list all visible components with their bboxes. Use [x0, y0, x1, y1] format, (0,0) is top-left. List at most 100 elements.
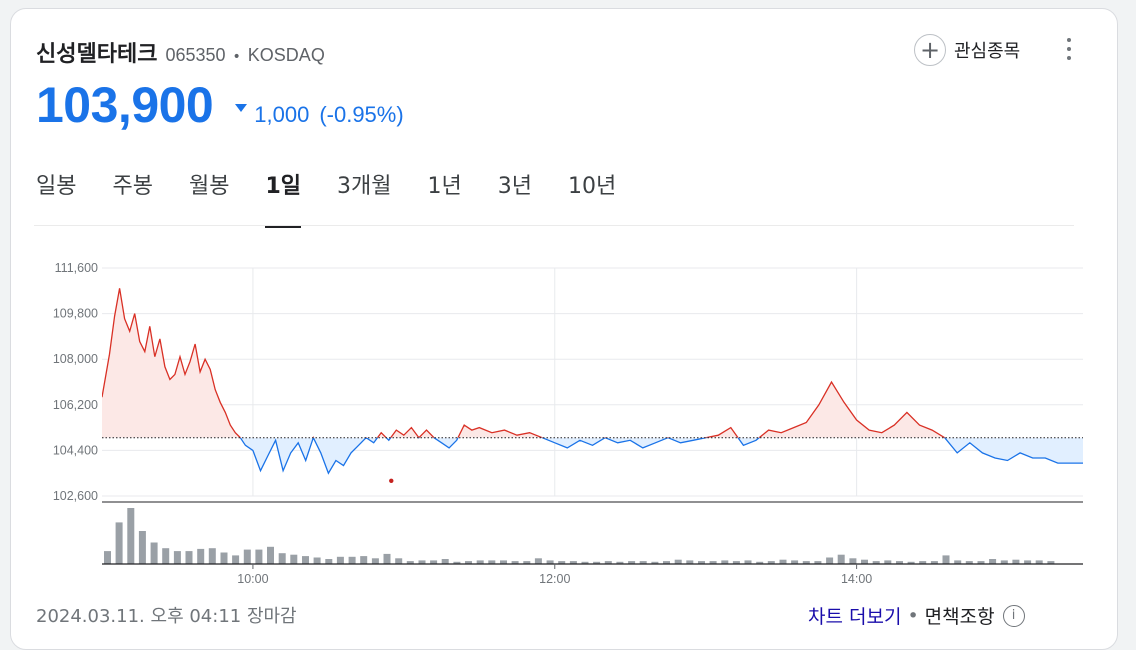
volume-bar: [197, 548, 205, 564]
volume-bar: [173, 551, 181, 564]
volume-bar: [919, 561, 927, 564]
volume-bar: [779, 559, 787, 564]
volume-bar: [639, 561, 647, 564]
down-area-fill: [240, 437, 1083, 474]
volume-bar: [604, 561, 612, 564]
volume-bar: [138, 531, 146, 564]
volume-bar: [348, 556, 356, 564]
volume-bar: [977, 561, 985, 564]
volume-bar: [884, 560, 892, 564]
volume-bar: [721, 560, 729, 564]
volume-bar: [593, 561, 601, 564]
volume-bar: [220, 552, 228, 564]
down-arrow-icon: [235, 104, 248, 112]
volume-bar: [208, 548, 216, 564]
volume-bar: [826, 557, 834, 564]
watchlist-label: 관심종목: [954, 41, 1021, 62]
price-chart[interactable]: 111,600 109,800 108,000 106,200 104,400 102,6…: [0, 0, 1136, 625]
volume-bar: [569, 561, 577, 564]
volume-bar: [360, 556, 368, 564]
volume-bar: [465, 561, 472, 564]
volume-bar: [663, 561, 670, 564]
watchlist-button[interactable]: + 관심종목: [914, 34, 1020, 66]
tab-1-day[interactable]: 1일: [265, 168, 301, 228]
volume-bar: [674, 559, 682, 564]
tab-daily-candle[interactable]: 일봉: [36, 174, 77, 199]
tab-monthly-candle[interactable]: 월봉: [188, 174, 230, 199]
plus-icon: +: [914, 34, 946, 66]
event-marker: [389, 478, 394, 483]
volume-bar: [500, 560, 507, 564]
volume-bar: [302, 556, 309, 564]
volume-bar: [989, 559, 997, 564]
volume-bar: [861, 559, 868, 564]
stock-card: [10, 8, 1118, 650]
volume-bar: [907, 561, 915, 564]
volume-bar: [558, 561, 566, 564]
volume-bar: [896, 561, 903, 564]
volume-bar: [150, 542, 158, 564]
volume-bar: [104, 551, 111, 564]
stock-name: 신성델타테크: [36, 42, 158, 67]
volume-bar: [255, 549, 263, 564]
volume-bar: [767, 561, 775, 564]
volume-bar: [709, 561, 717, 564]
volume-bar: [232, 555, 240, 564]
volume-bar: [581, 561, 589, 564]
volume-bar: [267, 546, 274, 564]
tab-1-year[interactable]: 1년: [427, 174, 462, 199]
volume-bar: [406, 561, 414, 564]
volume-bar: [698, 561, 705, 564]
volume-bar: [534, 558, 542, 564]
tab-10-years[interactable]: 10년: [568, 174, 617, 199]
disclaimer-link[interactable]: 면책조항: [924, 606, 995, 628]
market-timestamp: 2024.03.11. 오후 04:11 장마감: [36, 606, 297, 627]
volume-bar: [441, 559, 449, 564]
tab-weekly-candle[interactable]: 주봉: [112, 174, 153, 199]
volume-bar: [162, 548, 170, 564]
volume-bar: [1035, 560, 1043, 564]
down-area-group: [239, 437, 1083, 475]
info-icon[interactable]: i: [1002, 604, 1025, 627]
tab-3-years[interactable]: 3년: [497, 174, 532, 199]
price-row: 103,900 1,000 (-0.95%): [36, 76, 404, 134]
y-tick-label: 106,200: [53, 398, 98, 412]
volume-bar: [686, 560, 694, 564]
volume-bar: [336, 556, 344, 564]
volume-bar: [651, 561, 659, 564]
volume-bar: [942, 555, 950, 564]
volume-bar: [872, 561, 880, 564]
volume-bar: [243, 549, 251, 564]
x-tick-label: 10:00: [237, 572, 268, 586]
volume-bar: [756, 561, 764, 564]
exchange-name: KOSDAQ: [247, 45, 325, 65]
volume-bar: [791, 560, 799, 564]
volume-bar: [127, 508, 135, 564]
volume-bar: [1047, 561, 1055, 564]
volume-bar: [488, 560, 496, 564]
volume-bar: [616, 561, 624, 564]
volume-bar: [744, 560, 752, 564]
volume-bar: [837, 554, 845, 564]
volume-bar: [1024, 560, 1032, 564]
volume-bar: [430, 560, 438, 564]
tabs-divider: [34, 225, 1074, 226]
y-tick-label: 111,600: [55, 261, 98, 275]
up-price-line: [102, 288, 946, 438]
volume-bar: [1000, 560, 1008, 564]
volume-bar: [395, 558, 403, 564]
volume-bar: [476, 560, 484, 564]
volume-bar: [523, 561, 531, 564]
more-options-icon[interactable]: [1064, 38, 1074, 64]
volume-bar: [290, 554, 298, 564]
current-price: 103,900: [36, 77, 214, 133]
x-tick-label: 14:00: [841, 572, 872, 586]
volume-bar: [185, 551, 193, 564]
volume-bar: [418, 560, 426, 564]
title-row: 신성델타테크 065350 • KOSDAQ: [36, 36, 325, 68]
volume-bar: [954, 560, 962, 564]
volume-bar: [383, 553, 391, 564]
tab-3-months[interactable]: 3개월: [337, 174, 392, 199]
footer-links: 차트 더보기 • 면책조항 i: [808, 602, 1025, 629]
more-chart-link[interactable]: 차트 더보기: [808, 606, 902, 628]
